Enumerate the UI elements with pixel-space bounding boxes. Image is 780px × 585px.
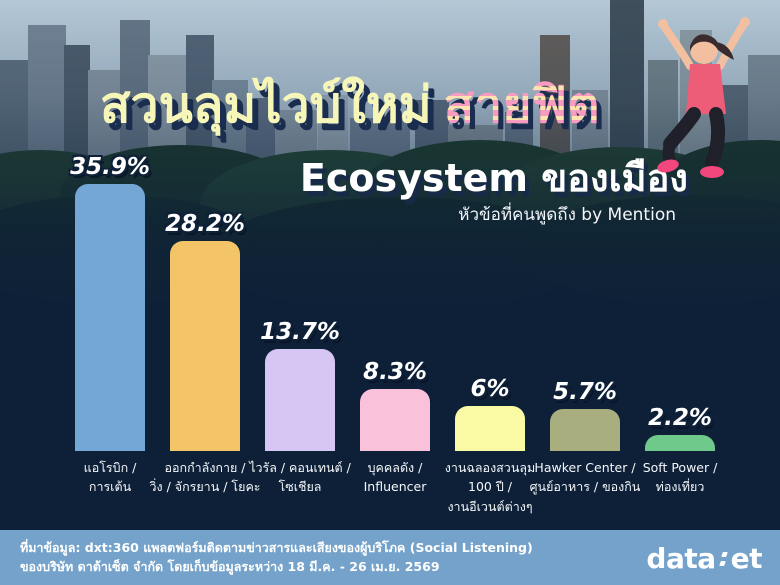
- logo-x-icon: [717, 548, 730, 568]
- footer-bar: ที่มาข้อมูล: dxt:360 แพลตฟอร์มติดตามข่าว…: [0, 530, 780, 585]
- bar-category-label: ออกกำลังกาย / วิ่ง / จักรยาน / โยคะ: [149, 460, 261, 495]
- bar-1: [170, 241, 240, 451]
- logo-text-prefix: data: [646, 542, 716, 575]
- bar-value-label: 35.9%: [70, 154, 150, 180]
- bar-value-label: 28.2%: [165, 211, 245, 237]
- bar-value-label: 6%: [470, 376, 510, 402]
- bar-category-label: งานฉลองสวนลุม 100 ปี / งานอีเวนต์ต่างๆ: [444, 460, 536, 514]
- page-title: สวนลุมไวบ์ใหม่ สายฟิต: [100, 66, 720, 145]
- bar-value-label: 13.7%: [260, 319, 340, 345]
- runner-illustration: [657, 17, 750, 178]
- source-note: ที่มาข้อมูล: dxt:360 แพลตฟอร์มติดตามข่าว…: [20, 538, 533, 577]
- title-part-yellow: สวนลุมไวบ์ใหม่: [100, 76, 432, 134]
- chart-caption: หัวข้อที่คนพูดถึง by Mention: [458, 205, 676, 225]
- bar-4: [455, 406, 525, 451]
- bar-0: [75, 184, 145, 451]
- bar-category-label: แอโรบิก / การเต้น: [83, 460, 137, 495]
- source-line-1: ที่มาข้อมูล: dxt:360 แพลตฟอร์มติดตามข่าว…: [20, 540, 533, 555]
- bar-category-label: ไวรัล / คอนเทนต์ / โซเชียล: [249, 460, 351, 495]
- title-part-pink: สายฟิต: [443, 76, 600, 134]
- bar-category-label: บุคคลดัง / Influencer: [363, 460, 427, 495]
- source-line-2: ของบริษัท ดาต้าเซ็ต จำกัด โดยเก็บข้อมูลร…: [20, 559, 440, 575]
- bar-3: [360, 389, 430, 451]
- bar-value-label: 8.3%: [363, 359, 427, 385]
- page-subtitle: Ecosystem ของเมือง: [299, 156, 688, 200]
- dataxet-logo: data et: [646, 542, 762, 575]
- bar-value-label: 2.2%: [648, 405, 712, 431]
- bar-category-label: Soft Power / ท่องเที่ยว: [642, 460, 718, 495]
- bar-5: [550, 409, 620, 451]
- bar-6: [645, 435, 715, 451]
- bar-2: [265, 349, 335, 451]
- logo-text-suffix: et: [730, 542, 763, 575]
- bar-category-label: Hawker Center / ศูนย์อาหาร / ของกิน: [529, 460, 641, 495]
- bar-value-label: 5.7%: [553, 379, 617, 405]
